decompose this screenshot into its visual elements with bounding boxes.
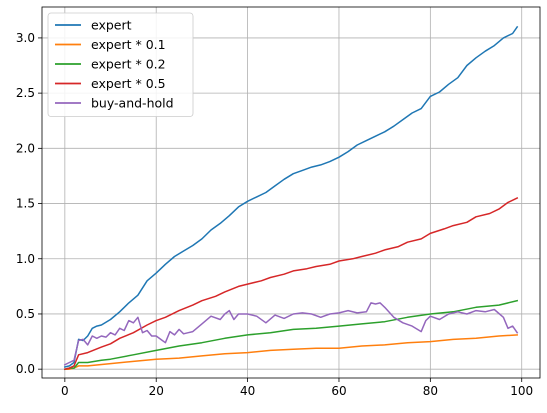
y-axis: 0.0 0.5 1.0 1.5 2.0 2.5 3.0 <box>16 31 42 376</box>
series-line-expert-0-2 <box>63 299 519 371</box>
x-axis: 0 20 40 60 80 100 <box>61 378 533 398</box>
x-tick-label: 60 <box>331 384 346 398</box>
x-tick-label: 100 <box>510 384 533 398</box>
x-tick-label: 80 <box>423 384 438 398</box>
y-tick-label: 0.5 <box>16 307 35 321</box>
plot-frame <box>41 6 541 379</box>
y-tick-label: 1.0 <box>16 252 35 266</box>
series-line-expert <box>63 25 519 368</box>
x-tick-label: 20 <box>149 384 164 398</box>
legend-label: expert <box>91 18 132 33</box>
legend-label: expert * 0.1 <box>91 37 166 52</box>
y-tick-label: 2.5 <box>16 86 35 100</box>
y-tick-label: 2.0 <box>16 141 35 155</box>
legend-label: expert * 0.5 <box>91 76 166 91</box>
series-line-buy-and-hold <box>63 302 519 366</box>
series-line-expert-0-1 <box>64 334 518 370</box>
y-tick-label: 0.0 <box>16 362 35 376</box>
series-line-expert-0-5 <box>63 196 519 371</box>
series-layer <box>63 25 519 371</box>
y-tick-label: 3.0 <box>16 31 35 45</box>
y-tick-label: 1.5 <box>16 197 35 211</box>
legend: expert expert * 0.1 expert * 0.2 expert * 0… <box>47 12 194 117</box>
grid-lines <box>42 7 540 378</box>
x-tick-label: 40 <box>240 384 255 398</box>
legend-label: buy-and-hold <box>91 96 174 111</box>
legend-box <box>47 12 194 117</box>
legend-label: expert * 0.2 <box>91 57 166 72</box>
x-tick-label: 0 <box>61 384 69 398</box>
